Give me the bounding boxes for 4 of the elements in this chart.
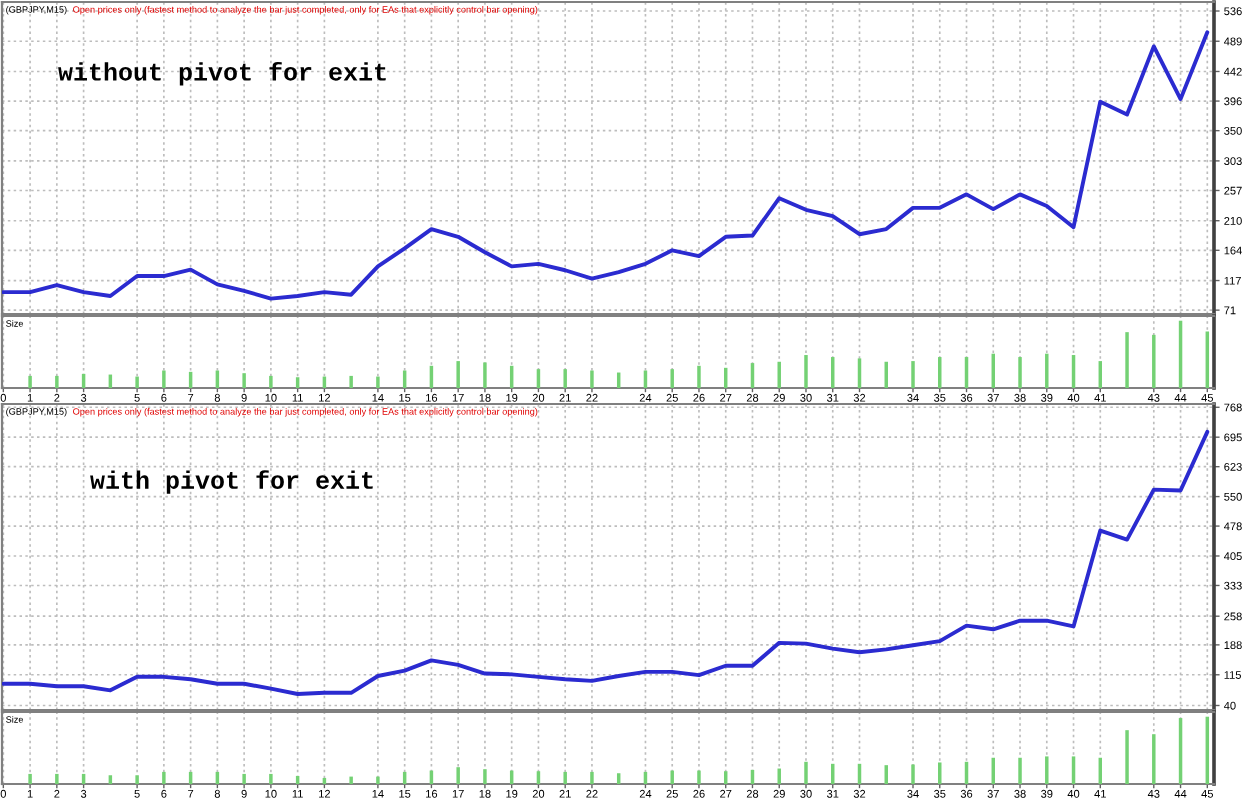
line-series bbox=[2, 429, 1210, 696]
annotation: with pivot for exit bbox=[90, 470, 373, 494]
line-series bbox=[2, 30, 1210, 301]
annotation: without pivot for exit bbox=[58, 61, 386, 86]
